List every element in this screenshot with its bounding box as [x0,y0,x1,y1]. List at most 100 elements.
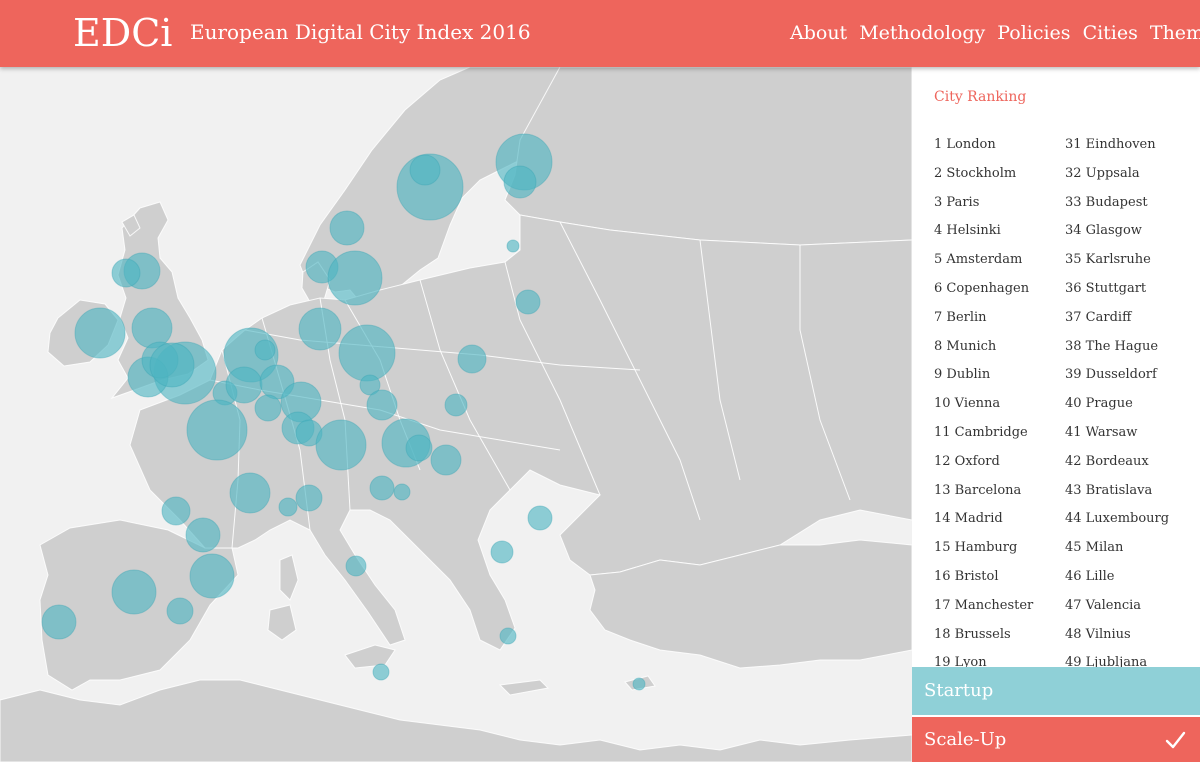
city-bubble[interactable] [298,307,342,351]
city-bubble[interactable] [327,250,383,306]
check-icon [1165,731,1186,749]
city-bubble[interactable] [161,496,191,526]
city-bubble[interactable] [278,497,298,517]
ranking-item[interactable]: 19 Lyon [934,655,987,667]
ranking-item[interactable]: 49 Ljubljana [1065,655,1148,667]
city-bubble[interactable] [41,604,77,640]
city-bubble[interactable] [345,555,367,577]
ranking-item[interactable]: 11 Cambridge [934,424,1028,440]
ranking-item[interactable]: 42 Bordeaux [1065,453,1149,469]
ranking-item[interactable]: 35 Karlsruhe [1065,252,1151,268]
city-bubble[interactable] [506,239,520,253]
ranking-item[interactable]: 31 Eindhoven [1065,137,1156,152]
scaleup-tab[interactable]: Scale-Up [912,717,1200,762]
city-bubble[interactable] [315,419,367,471]
map-canvas [0,67,912,762]
city-bubble[interactable] [166,597,194,625]
city-bubble[interactable] [189,553,235,599]
site-title: European Digital City Index 2016 [190,20,531,44]
ranking-item[interactable]: 1 London [934,137,996,152]
ranking-item[interactable]: 2 Stockholm [934,165,1017,181]
city-ranking-list[interactable]: 1 London 2 Stockholm 3 Paris 4 Helsinki 5 Am… [934,135,1200,667]
ranking-item[interactable]: 44 Luxembourg [1065,511,1170,527]
city-bubble[interactable] [359,374,381,396]
ranking-item[interactable]: 8 Munich [934,338,997,354]
ranking-item[interactable]: 36 Stuttgart [1065,280,1147,296]
ranking-item[interactable]: 15 Hamburg [934,540,1018,556]
ranking-item[interactable]: 39 Dusseldorf [1065,367,1157,383]
city-bubble[interactable] [366,389,398,421]
ranking-column-right: 31 Eindhoven 32 Uppsala 33 Budapest 34 Glas… [1065,135,1196,667]
city-bubble[interactable] [131,307,173,349]
ranking-item[interactable]: 9 Dublin [934,367,991,383]
ranking-item[interactable]: 33 Budapest [1065,194,1148,210]
top-bar: EDCi European Digital City Index 2016 Ab… [0,0,1200,67]
scaleup-label: Scale-Up [924,729,1007,750]
ranking-item[interactable]: 38 The Hague [1065,338,1159,354]
ranking-item[interactable]: 4 Helsinki [934,223,1001,239]
city-bubble[interactable] [372,663,390,681]
europe-map[interactable] [0,67,912,762]
nav-cities[interactable]: Cities [1082,22,1138,44]
ranking-item[interactable]: 17 Manchester [934,597,1034,613]
nav-about[interactable]: About [790,22,848,44]
ranking-item[interactable]: 47 Valencia [1065,597,1142,613]
nav-policies[interactable]: Policies [997,22,1071,44]
city-bubble[interactable] [430,444,462,476]
ranking-column-left: 1 London 2 Stockholm 3 Paris 4 Helsinki 5 Am… [934,135,1065,667]
nav-methodology[interactable]: Methodology [859,22,986,44]
city-bubble[interactable] [254,394,282,422]
city-bubble[interactable] [229,472,271,514]
city-bubble[interactable] [369,475,395,501]
logo[interactable]: EDCi [73,11,173,55]
city-bubble[interactable] [499,627,517,645]
startup-tab[interactable]: Startup [912,667,1200,715]
city-bubble[interactable] [393,483,411,501]
ranking-item[interactable]: 40 Prague [1065,396,1133,412]
main-nav: About Methodology Policies Cities Themes [790,19,1200,47]
ranking-item[interactable]: 13 Barcelona [934,482,1022,498]
city-bubble[interactable] [74,307,126,359]
city-bubble[interactable] [225,366,263,404]
city-bubble[interactable] [457,344,487,374]
city-bubble[interactable] [185,517,221,553]
land-masses [0,67,912,762]
panel-title: City Ranking [934,89,1027,105]
city-bubble[interactable] [329,210,365,246]
city-bubble[interactable] [254,339,276,361]
ranking-item[interactable]: 3 Paris [934,194,980,210]
city-bubble[interactable] [111,569,157,615]
city-bubble[interactable] [295,484,323,512]
ranking-item[interactable]: 45 Milan [1065,540,1124,556]
city-bubble[interactable] [338,324,396,382]
ranking-item[interactable]: 41 Warsaw [1065,424,1138,440]
ranking-item[interactable]: 12 Oxford [934,453,1000,469]
city-bubble[interactable] [149,342,195,388]
ranking-panel: City Ranking 1 London 2 Stockholm 3 Paris 4… [912,67,1200,762]
city-bubble[interactable] [444,393,468,417]
ranking-item[interactable]: 5 Amsterdam [934,252,1023,268]
ranking-item[interactable]: 48 Vilnius [1065,626,1131,642]
city-bubbles [41,133,646,691]
city-bubble[interactable] [186,399,248,461]
ranking-item[interactable]: 6 Copenhagen [934,280,1030,296]
city-bubble[interactable] [409,154,441,186]
ranking-item[interactable]: 16 Bristol [934,568,999,584]
ranking-item[interactable]: 46 Lille [1065,568,1115,584]
nav-themes[interactable]: Themes [1149,22,1200,44]
ranking-item[interactable]: 43 Bratislava [1065,482,1153,498]
city-bubble[interactable] [527,505,553,531]
ranking-item[interactable]: 32 Uppsala [1065,165,1140,181]
city-bubble[interactable] [632,677,646,691]
ranking-item[interactable]: 7 Berlin [934,309,987,325]
city-bubble[interactable] [490,540,514,564]
ranking-item[interactable]: 14 Madrid [934,511,1003,527]
city-bubble[interactable] [111,258,141,288]
city-bubble[interactable] [405,434,433,462]
ranking-item[interactable]: 34 Glasgow [1065,223,1142,239]
city-bubble[interactable] [515,289,541,315]
city-bubble[interactable] [503,165,537,199]
ranking-item[interactable]: 37 Cardiff [1065,309,1132,325]
ranking-item[interactable]: 10 Vienna [934,396,1001,412]
ranking-item[interactable]: 18 Brussels [934,626,1011,642]
